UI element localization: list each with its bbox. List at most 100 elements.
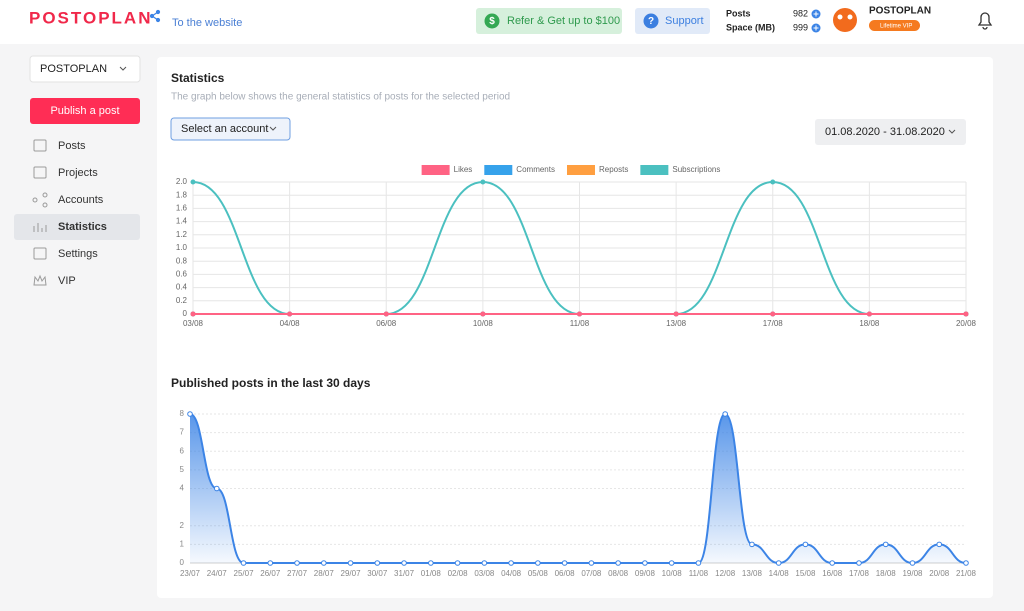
section-title: Statistics [171, 71, 225, 85]
point [770, 179, 776, 185]
plus-icons[interactable] [811, 9, 821, 33]
menu-item[interactable]: Posts [58, 140, 86, 152]
x-tick-label: 10/08 [662, 569, 683, 578]
y-tick-label: 0.6 [176, 270, 188, 279]
legend-swatch [484, 165, 513, 175]
point [240, 560, 247, 566]
point [963, 311, 969, 317]
point [481, 560, 488, 566]
point [802, 541, 809, 548]
x-tick-label: 02/08 [448, 569, 469, 578]
y-tick-label: 0.2 [176, 296, 188, 305]
charts: 0 0.2 0.4 0.6 0.8 1.0 1.2 1.4 1.6 1.8 2.0 03/08 04/0… [171, 165, 977, 578]
bell-icon[interactable] [977, 12, 993, 30]
point [695, 560, 702, 566]
stat-label: Posts [726, 8, 751, 18]
y-tick-label: 0 [180, 558, 185, 567]
menu-icons [32, 139, 48, 286]
legend-label: Likes [454, 165, 473, 174]
x-tick-label: 15/08 [795, 569, 816, 578]
support-label: Support [665, 15, 704, 27]
point [936, 541, 943, 548]
x-tick-label: 06/08 [555, 569, 576, 578]
point [909, 560, 916, 566]
point [673, 311, 679, 317]
chart-title: Published posts in the last 30 days [171, 376, 371, 390]
x-tick-label: 04/08 [280, 319, 301, 328]
x-tick-label: 08/08 [608, 569, 629, 578]
menu-item[interactable]: VIP [58, 275, 76, 287]
date-range[interactable] [815, 119, 966, 145]
account-select[interactable] [170, 117, 291, 141]
card [157, 57, 993, 598]
point [374, 560, 381, 566]
point [615, 560, 621, 566]
point [963, 560, 969, 566]
x-tick-label: 10/08 [473, 319, 494, 328]
y-tick-label: 0.4 [176, 283, 188, 292]
point [642, 560, 648, 566]
menu-item[interactable]: Projects [58, 167, 98, 179]
area [190, 414, 966, 563]
menu-item[interactable]: Settings [58, 248, 98, 260]
x-tick-label: 23/07 [180, 569, 201, 578]
share-icon [149, 9, 161, 23]
menu-item[interactable]: Accounts [58, 194, 104, 206]
x-tick-label: 14/08 [769, 569, 790, 578]
website-link[interactable]: To the website [172, 17, 242, 29]
publish-button[interactable] [30, 98, 140, 124]
chevron [948, 129, 956, 134]
x-tick-label: 12/08 [715, 569, 736, 578]
y-tick-label: 6 [180, 446, 185, 455]
x-tick-label: 07/08 [581, 569, 602, 578]
menu-item[interactable]: Statistics [58, 221, 107, 233]
x-tick-label: 20/08 [929, 569, 950, 578]
point [577, 311, 582, 317]
x-tick-label: 20/08 [956, 319, 977, 328]
point [480, 311, 486, 317]
x-tick-label: 30/07 [367, 569, 388, 578]
stat-value: 999 [793, 22, 808, 32]
y-tick-label: 2.0 [176, 177, 188, 186]
point [428, 560, 434, 566]
refer-button[interactable] [476, 8, 622, 34]
x-tick-label: 31/07 [394, 569, 415, 578]
point [190, 179, 196, 185]
x-tick-label: 24/07 [207, 569, 228, 578]
x-tick-label: 01/08 [421, 569, 442, 578]
point [856, 560, 862, 566]
y-tick-label: 1.6 [176, 204, 188, 213]
point [320, 560, 327, 566]
point [190, 311, 196, 317]
point [401, 560, 407, 566]
project-select[interactable] [29, 55, 141, 83]
point [535, 560, 541, 566]
y-tick-label: 7 [180, 428, 185, 437]
y-tick-label: 1.8 [176, 190, 188, 199]
logo[interactable]: POSTOPLAN [29, 8, 152, 27]
point [588, 560, 595, 566]
point [561, 560, 568, 566]
dollar-icon [484, 13, 500, 29]
point [882, 541, 889, 548]
section-subtitle: The graph below shows the general statis… [171, 92, 510, 103]
x-tick-label: 19/08 [902, 569, 923, 578]
x-tick-label: 03/08 [183, 319, 204, 328]
vip-badge [869, 20, 920, 31]
avatar[interactable] [833, 8, 857, 32]
point [770, 311, 776, 317]
x-tick-label: 13/08 [666, 319, 687, 328]
active-menu-bg [14, 214, 140, 240]
point [829, 560, 836, 566]
x-tick-label: 09/08 [635, 569, 656, 578]
point [454, 560, 461, 566]
legend-label: Reposts [599, 165, 628, 174]
legend-swatch [640, 165, 669, 175]
point [213, 485, 220, 492]
y-tick-label: 8 [180, 409, 185, 418]
point [866, 311, 872, 317]
y-tick-label: 0 [183, 309, 188, 318]
x-tick-label: 17/08 [849, 569, 870, 578]
x-tick-label: 04/08 [501, 569, 522, 578]
